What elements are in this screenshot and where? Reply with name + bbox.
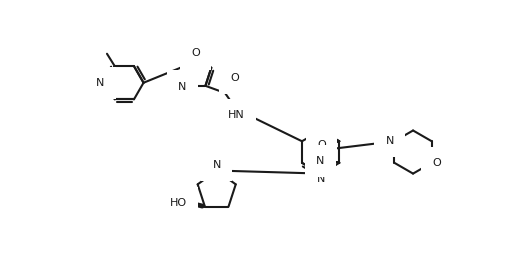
Text: HO: HO <box>170 198 187 208</box>
Text: N: N <box>316 174 325 184</box>
Text: O: O <box>432 158 441 168</box>
Text: N: N <box>212 160 221 170</box>
Text: N: N <box>316 156 325 166</box>
Text: HN: HN <box>228 110 245 120</box>
Text: N: N <box>386 136 394 146</box>
Text: O: O <box>317 140 326 150</box>
Text: N: N <box>179 82 187 92</box>
Text: O: O <box>192 48 200 59</box>
Text: O: O <box>230 73 239 83</box>
Text: N: N <box>96 78 104 88</box>
